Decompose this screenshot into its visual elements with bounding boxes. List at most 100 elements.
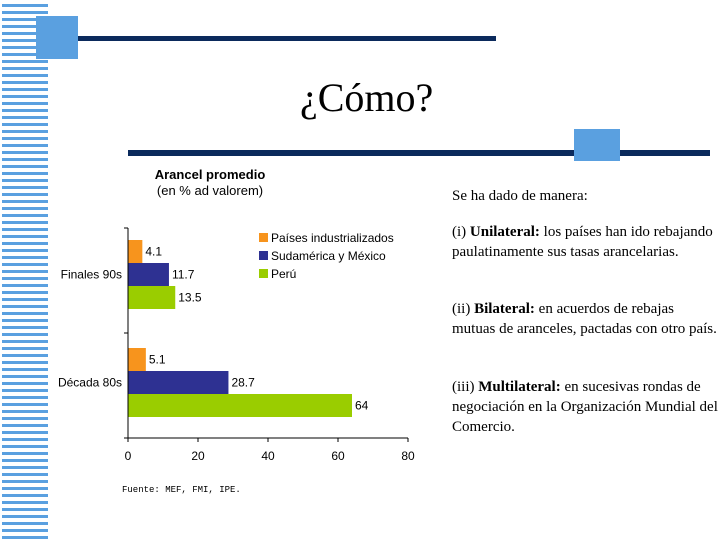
decorative-square-top — [36, 16, 78, 59]
stripe-line — [2, 179, 48, 182]
stripe-line — [2, 403, 48, 406]
stripe-line — [2, 263, 48, 266]
stripe-line — [2, 4, 48, 7]
data-label: 4.1 — [145, 245, 162, 259]
stripe-line — [2, 508, 48, 511]
side-item-keyword: Unilateral: — [469, 224, 540, 240]
stripe-line — [2, 291, 48, 294]
bar-1-0 — [128, 348, 146, 371]
stripe-line — [2, 25, 48, 28]
side-item-keyword: Multilateral: — [478, 379, 561, 395]
stripe-line — [2, 214, 48, 217]
stripe-line — [2, 312, 48, 315]
stripe-line — [2, 256, 48, 259]
stripe-line — [2, 522, 48, 525]
stripe-line — [2, 74, 48, 77]
x-tick-label: 0 — [125, 449, 132, 463]
side-item-keyword: Bilateral: — [474, 301, 535, 317]
title-top-bar — [50, 36, 496, 41]
stripe-line — [2, 515, 48, 518]
data-label: 11.7 — [172, 268, 195, 282]
stripe-line — [2, 137, 48, 140]
stripe-line — [2, 431, 48, 434]
category-label: Década 80s — [58, 376, 122, 390]
stripe-line — [2, 32, 48, 35]
x-tick-label: 80 — [401, 449, 415, 463]
stripe-line — [2, 438, 48, 441]
legend-entry: Países industrializados — [271, 231, 394, 245]
side-item-number: (i) — [452, 224, 467, 240]
stripe-line — [2, 529, 48, 532]
side-item-number: (ii) — [452, 301, 471, 317]
stripe-line — [2, 354, 48, 357]
stripe-line — [2, 284, 48, 287]
x-tick-label: 60 — [331, 449, 345, 463]
stripe-line — [2, 67, 48, 70]
stripe-line — [2, 333, 48, 336]
stripe-line — [2, 389, 48, 392]
stripe-line — [2, 228, 48, 231]
stripe-line — [2, 298, 48, 301]
stripe-line — [2, 130, 48, 133]
side-item-bilateral: (ii) Bilateral: en acuerdos de rebajas m… — [452, 299, 718, 339]
side-item-text: los países han ido rebajando paulatiname… — [452, 224, 713, 260]
stripe-line — [2, 375, 48, 378]
stripe-line — [2, 116, 48, 119]
stripe-line — [2, 53, 48, 56]
stripe-line — [2, 410, 48, 413]
data-label: 64 — [355, 399, 369, 413]
stripe-line — [2, 494, 48, 497]
stripe-line — [2, 144, 48, 147]
stripe-line — [2, 466, 48, 469]
legend-swatch — [259, 251, 268, 260]
stripe-line — [2, 305, 48, 308]
stripe-line — [2, 347, 48, 350]
stripe-line — [2, 46, 48, 49]
stripe-line — [2, 81, 48, 84]
stripe-line — [2, 18, 48, 21]
stripe-line — [2, 249, 48, 252]
chart-subtitle: (en % ad valorem) — [157, 183, 263, 198]
data-label: 28.7 — [231, 376, 255, 390]
stripe-line — [2, 88, 48, 91]
stripe-line — [2, 109, 48, 112]
stripe-line — [2, 319, 48, 322]
bar-0-2 — [128, 286, 176, 309]
stripe-line — [2, 445, 48, 448]
stripe-line — [2, 396, 48, 399]
bar-0-1 — [128, 263, 169, 286]
chart-title: Arancel promedio — [155, 167, 266, 182]
stripe-line — [2, 172, 48, 175]
bar-0-0 — [128, 240, 143, 263]
stripe-line — [2, 60, 48, 63]
stripe-line — [2, 340, 48, 343]
stripe-line — [2, 382, 48, 385]
title-underline-bar — [128, 150, 710, 156]
chart-source: Fuente: MEF, FMI, IPE. — [122, 485, 241, 495]
stripe-line — [2, 424, 48, 427]
stripe-line — [2, 11, 48, 14]
decorative-stripe-pattern — [2, 4, 48, 539]
stripe-line — [2, 186, 48, 189]
stripe-line — [2, 452, 48, 455]
stripe-line — [2, 200, 48, 203]
x-tick-label: 40 — [261, 449, 275, 463]
legend-swatch — [259, 233, 268, 242]
stripe-line — [2, 39, 48, 42]
stripe-line — [2, 536, 48, 539]
legend-entry: Sudamérica y México — [271, 249, 386, 263]
stripe-line — [2, 242, 48, 245]
legend-swatch — [259, 269, 268, 278]
stripe-line — [2, 165, 48, 168]
data-label: 13.5 — [178, 291, 202, 305]
stripe-line — [2, 487, 48, 490]
side-item-unilateral: (i) Unilateral: los países han ido rebaj… — [452, 222, 718, 262]
category-label: Finales 90s — [61, 268, 122, 282]
stripe-line — [2, 235, 48, 238]
stripe-line — [2, 417, 48, 420]
side-heading: Se ha dado de manera: — [452, 188, 588, 204]
stripe-line — [2, 158, 48, 161]
side-item-number: (iii) — [452, 379, 475, 395]
data-label: 5.1 — [149, 353, 166, 367]
